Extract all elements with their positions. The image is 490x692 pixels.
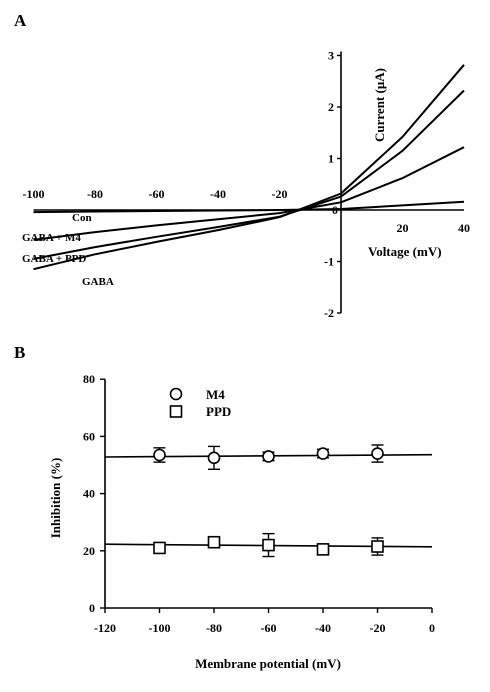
- panel-a-y-tick-label: -1: [324, 255, 334, 269]
- panel-b-y-tick-label: 20: [83, 544, 95, 558]
- panel-b-y-tick-label: 40: [83, 487, 95, 501]
- panel-b-x-tick-label: -40: [315, 621, 331, 635]
- panel-a-x-tick-labels: -100 -80 -60 -40 -20 20 40: [23, 187, 471, 235]
- panel-a-y-tick-label: -2: [324, 306, 334, 320]
- panel-b-label: B: [14, 343, 25, 362]
- panel-a-x-tick-label: -40: [210, 187, 226, 201]
- panel-b-inhibition-plot: B -120 -100 -80 -60 -40 -20 0 0 20 40 60 80 Inhibi…: [14, 343, 435, 671]
- panel-a-y-tick-label: 1: [328, 152, 334, 166]
- panel-b-legend: M4 PPD: [169, 387, 231, 419]
- panel-b-y-ticks: 0 20 40 60 80: [83, 372, 105, 615]
- legend-ppd-label: PPD: [206, 404, 231, 419]
- panel-b-x-axis-title: Membrane potential (mV): [195, 656, 341, 671]
- panel-a-label: A: [14, 11, 27, 30]
- curve-label-gaba-m4: GABA + M4: [22, 232, 81, 244]
- panel-a-x-tick-label: -80: [87, 187, 103, 201]
- panel-a-x-tick-label: -100: [23, 187, 45, 201]
- panel-b-y-tick-label: 0: [89, 601, 95, 615]
- panel-a-y-tick-label: 3: [328, 49, 334, 63]
- panel-a-y-tick-label: 2: [328, 100, 334, 114]
- data-point-m4: [153, 448, 166, 462]
- data-point-m4: [316, 447, 330, 460]
- panel-b-x-ticks: -120 -100 -80 -60 -40 -20 0: [94, 608, 435, 635]
- panel-a-x-tick-label: 20: [397, 221, 409, 235]
- panel-b-y-tick-label: 80: [83, 372, 95, 386]
- panel-b-series: [104, 444, 433, 558]
- panel-a-curves: [33, 64, 465, 271]
- data-point-ppd: [262, 538, 275, 552]
- panel-b-x-tick-label: -100: [149, 621, 171, 635]
- legend-m4-marker: [169, 387, 183, 401]
- panel-b-x-tick-label: -60: [261, 621, 277, 635]
- curve-label-con: Con: [72, 212, 92, 224]
- curve-gaba: [33, 64, 465, 271]
- panel-b-x-tick-label: -20: [370, 621, 386, 635]
- panel-b-x-tick-label: -80: [206, 621, 222, 635]
- panel-a-x-tick-label: 40: [458, 221, 470, 235]
- curve-label-gaba: GABA: [82, 276, 114, 288]
- panel-b-y-axis-title: Inhibition (%): [48, 458, 63, 539]
- curve-gaba-ppd: [33, 89, 465, 260]
- curve-label-gaba-ppd: GABA + PPD: [22, 253, 86, 265]
- panel-a-x-tick-label: -60: [149, 187, 165, 201]
- panel-a-y-axis-title: Current (μA): [372, 68, 387, 142]
- panel-b-y-tick-label: 60: [83, 429, 95, 443]
- data-point-ppd: [371, 540, 384, 553]
- panel-a-x-axis-title: Voltage (mV): [368, 244, 442, 259]
- legend-ppd-marker: [169, 405, 183, 418]
- data-point-ppd: [153, 541, 166, 555]
- data-point-m4: [262, 450, 275, 463]
- panel-b-x-tick-label: -120: [94, 621, 116, 635]
- data-point-m4: [371, 447, 384, 460]
- curve-gaba-m4: [33, 146, 465, 241]
- curve-con: [33, 200, 465, 214]
- data-point-m4: [207, 451, 221, 465]
- legend-m4-label: M4: [206, 387, 225, 402]
- data-point-ppd: [207, 535, 221, 549]
- panel-b-x-tick-label: 0: [429, 621, 435, 635]
- panel-a-y-tick-labels: -2 -1 1 2 3: [324, 49, 341, 320]
- data-point-ppd: [316, 543, 330, 556]
- panel-a-x-tick-label: -20: [272, 187, 288, 201]
